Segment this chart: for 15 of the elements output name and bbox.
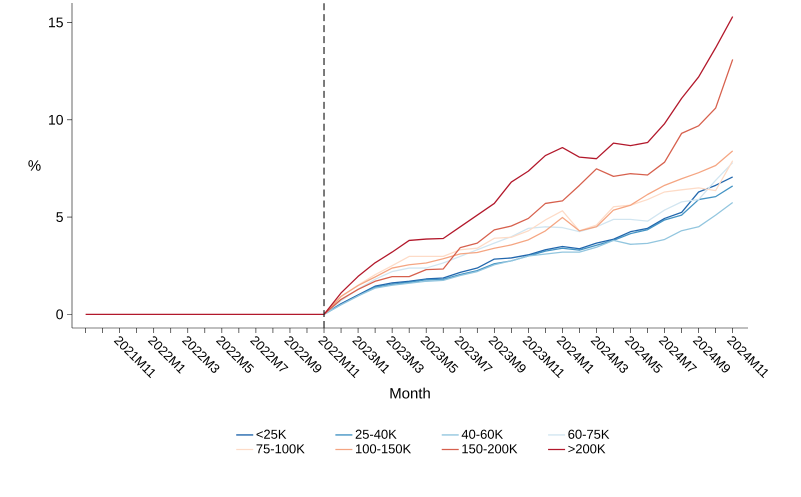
y-tick-label: 5 [56,212,63,222]
legend-label: 75-100K [256,444,305,454]
y-tick-label: 10 [49,114,63,125]
y-tick-label: 0 [56,309,63,320]
x-axis-title: Month [390,388,430,399]
y-axis-title: % [28,160,41,171]
line-series [323,58,734,316]
legend-label: 60-75K [568,430,610,439]
legend-label: >200K [568,444,606,454]
legend-label: 40-60K [462,430,503,439]
legend-label: <25K [256,430,286,439]
legend-label: 100-150K [356,444,412,454]
legend-label: 25-40K [356,430,397,439]
legend-label: 150-200K [462,444,518,454]
y-tick-label: 15 [49,18,63,28]
